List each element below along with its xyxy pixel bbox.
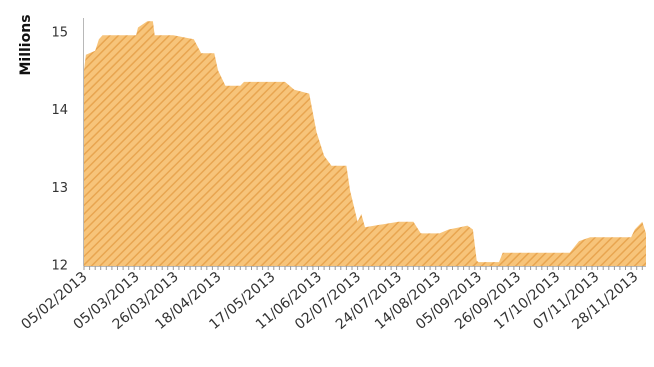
y-axis-ticks: 12 13 14 15 [51,25,68,273]
y-tick-label: 14 [51,103,68,118]
y-axis-label: Millions [18,14,34,75]
x-axis-minor-ticks [83,266,643,270]
y-tick-label: 15 [51,25,68,40]
plot-area [84,21,646,266]
y-tick-label: 12 [51,258,68,273]
y-tick-label: 13 [51,181,68,196]
area-series [84,21,646,266]
x-axis-ticks: 05/02/201305/03/201326/03/201318/04/2013… [18,269,641,333]
